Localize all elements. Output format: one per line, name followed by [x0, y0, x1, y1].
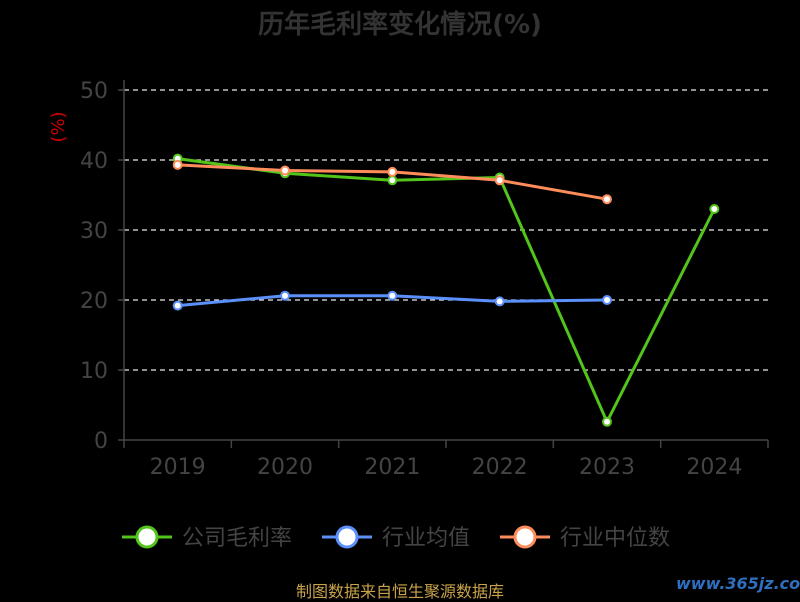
y-tick-label: 50 [80, 79, 108, 104]
legend-item[interactable]: 行业均值 [322, 525, 470, 551]
data-point [494, 175, 505, 186]
data-point [172, 159, 183, 170]
y-tick-label: 10 [80, 359, 108, 384]
data-point [709, 204, 720, 214]
y-axis-label: (%) [48, 111, 69, 142]
y-tick-label: 20 [80, 289, 108, 314]
grid-lines [124, 89, 768, 371]
data-point [602, 416, 612, 427]
data-point [602, 194, 612, 205]
data-point [387, 290, 398, 301]
legend-item[interactable]: 行业中位数 [500, 525, 670, 551]
legend-label: 行业中位数 [560, 526, 670, 551]
legend-swatch-marker [335, 525, 359, 549]
data-point [280, 165, 290, 176]
watermark: www.365jz.com [676, 574, 800, 593]
x-tick-label: 2021 [364, 455, 420, 480]
x-tick-label: 2022 [472, 455, 528, 480]
series-0 [172, 153, 720, 427]
legend-label: 公司毛利率 [182, 526, 292, 551]
data-point [172, 300, 183, 311]
y-tick-label: 30 [80, 219, 108, 244]
y-tick-label: 40 [80, 149, 108, 174]
data-point [387, 175, 398, 186]
data-point [280, 290, 290, 301]
data-point [602, 295, 612, 305]
series-2 [172, 159, 612, 205]
x-tick-label: 2024 [686, 455, 742, 480]
legend-item[interactable]: 公司毛利率 [122, 525, 292, 551]
series-line [177, 157, 716, 424]
y-tick-label: 0 [94, 429, 108, 454]
x-tick-label: 2023 [579, 455, 635, 480]
series-lines [172, 153, 720, 427]
axes: 0 10 20 30 40 50 2019 2020 2021 2022 2023 2024 [80, 79, 769, 480]
data-point [494, 296, 505, 307]
x-tick-label: 2020 [257, 455, 313, 480]
series-1 [172, 290, 612, 311]
x-tick-label: 2019 [150, 455, 206, 480]
data-source-footer: 制图数据来自恒生聚源数据库 [295, 582, 504, 601]
legend: 公司毛利率 行业均值 行业中位数 [122, 525, 670, 551]
legend-swatch-marker [513, 525, 537, 549]
legend-label: 行业均值 [382, 526, 470, 551]
legend-swatch-marker [135, 525, 159, 549]
chart-title: 历年毛利率变化情况(%) [258, 10, 542, 40]
data-point [387, 166, 398, 177]
